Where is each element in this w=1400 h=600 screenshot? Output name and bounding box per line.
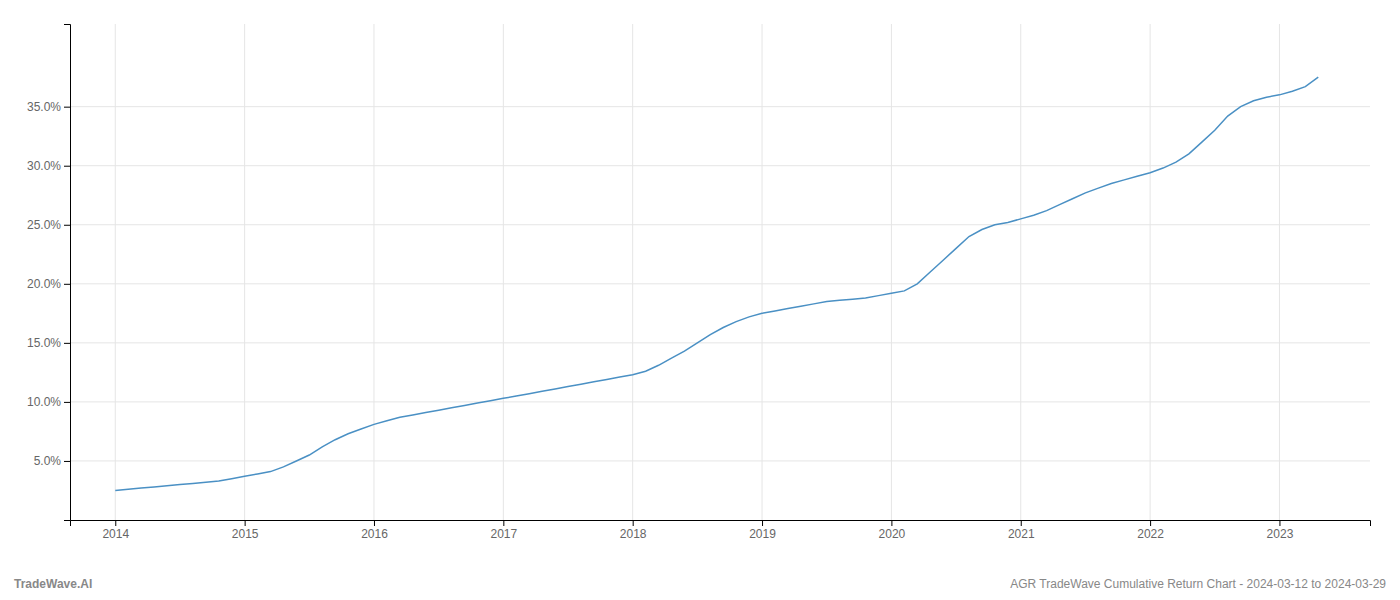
x-grid-line [373,24,374,520]
x-tick: 2014 [102,520,129,541]
footer-left: TradeWave.AI [14,577,92,591]
x-grid-line [244,24,245,520]
x-grid-line [762,24,763,520]
y-grid-line [70,106,1370,107]
x-tick-mark [1279,520,1280,526]
y-tick-mark [64,461,70,462]
footer-right: AGR TradeWave Cumulative Return Chart - … [1010,577,1386,591]
x-grid-line [1150,24,1151,520]
y-grid-line [70,401,1370,402]
y-tick-label: 30.0% [27,159,61,173]
x-grid-line [891,24,892,520]
x-tick-mark [891,520,892,526]
x-tick-label: 2019 [749,527,776,541]
x-tick: 2018 [620,520,647,541]
y-axis: 5.0% 10.0% 15.0% 20.0% 25.0% 30.0% 35.0% [27,25,71,521]
x-tick-label: 2023 [1267,527,1294,541]
grid [70,24,1370,520]
y-grid-line [70,460,1370,461]
y-tick: 35.0% [27,100,70,114]
y-tick-mark [64,343,70,344]
y-tick: 30.0% [27,159,70,173]
x-tick-label: 2014 [102,527,129,541]
y-grid-line [70,165,1370,166]
x-tick-label: 2022 [1137,527,1164,541]
x-tick-label: 2018 [620,527,647,541]
x-tick-label: 2020 [879,527,906,541]
y-tick-mark [64,107,70,108]
y-tick-label: 5.0% [34,454,62,468]
x-grid-line [1279,24,1280,520]
x-tick-mark [503,520,504,526]
x-tick-label: 2017 [490,527,517,541]
x-tick: 2015 [232,520,259,541]
x-tick: 2022 [1137,520,1164,541]
y-tick-mark [64,402,70,403]
x-tick-mark [633,520,634,526]
y-tick-label: 35.0% [27,100,61,114]
x-grid-line [1020,24,1021,520]
chart-svg: 2014 2015 2016 2017 2018 2019 2020 2021 2022 2023… [0,0,1400,600]
plot-area: 2014 2015 2016 2017 2018 2019 2020 2021 2022 2023… [27,24,1371,541]
y-tick-mark [64,284,70,285]
x-axis-line [71,521,1371,527]
x-tick-mark [1021,520,1022,526]
y-tick-label: 20.0% [27,277,61,291]
x-tick-mark [374,520,375,526]
x-tick: 2016 [361,520,388,541]
x-tick: 2023 [1267,520,1294,541]
x-tick-label: 2016 [361,527,388,541]
marks [115,77,1318,490]
y-grid-line [70,224,1370,225]
x-tick-label: 2021 [1008,527,1035,541]
y-tick: 10.0% [27,395,70,409]
y-tick-label: 15.0% [27,336,61,350]
x-tick-mark [245,520,246,526]
y-grid-line [70,283,1370,284]
y-tick-label: 25.0% [27,218,61,232]
y-grid-line [70,342,1370,343]
y-tick: 20.0% [27,277,70,291]
y-tick-mark [64,166,70,167]
data-line [115,77,1318,490]
x-tick-mark [762,520,763,526]
y-tick: 15.0% [27,336,70,350]
x-tick: 2017 [490,520,517,541]
x-tick-label: 2015 [232,527,259,541]
y-tick-label: 10.0% [27,395,61,409]
y-tick-mark [64,225,70,226]
x-tick: 2019 [749,520,776,541]
y-tick: 25.0% [27,218,70,232]
y-axis-line [64,25,71,521]
x-axis: 2014 2015 2016 2017 2018 2019 2020 2021 2022 2023 [71,520,1371,541]
x-grid-line [503,24,504,520]
x-tick-mark [115,520,116,526]
x-tick: 2021 [1008,520,1035,541]
y-tick: 5.0% [34,454,70,468]
x-grid-line [115,24,116,520]
x-tick: 2020 [879,520,906,541]
x-grid-line [632,24,633,520]
x-tick-mark [1150,520,1151,526]
